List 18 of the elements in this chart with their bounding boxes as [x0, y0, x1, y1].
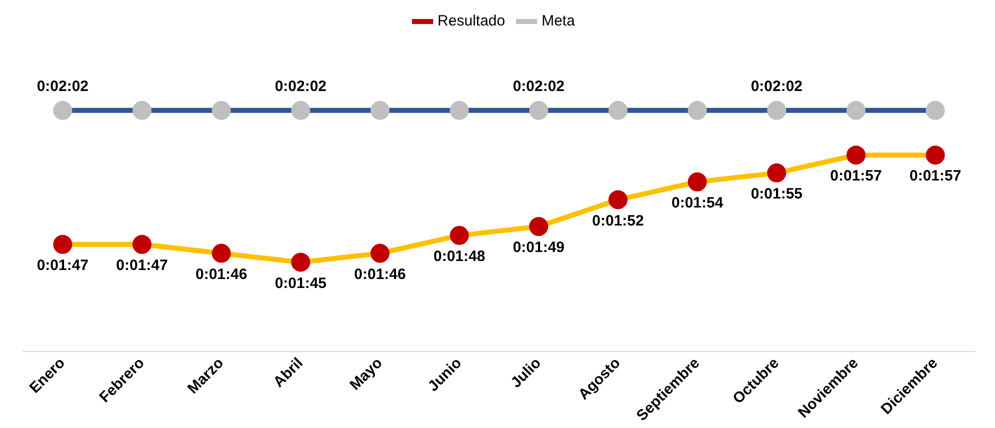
data-label: 0:01:46: [354, 266, 406, 283]
data-label: 0:01:57: [909, 168, 962, 185]
data-label: 0:01:55: [750, 186, 803, 203]
data-label: 0:02:02: [512, 78, 565, 96]
data-label: 0:01:57: [830, 168, 882, 185]
data-label: 0:01:45: [274, 274, 327, 292]
data-label: 0:01:47: [36, 257, 89, 274]
data-label: 0:02:02: [36, 78, 89, 96]
data-label: 0:02:02: [750, 78, 803, 96]
data-label: 0:01:47: [116, 257, 168, 274]
data-label: 0:01:46: [195, 266, 248, 283]
data-label: 0:01:49: [512, 239, 565, 256]
data-label: 0:01:48: [433, 248, 486, 266]
data-label: 0:01:52: [592, 212, 644, 230]
legend-label: Meta: [542, 12, 576, 30]
legend-label: Resultado: [438, 12, 506, 30]
data-label: 0:01:54: [671, 194, 724, 212]
data-label: 0:02:02: [274, 78, 327, 96]
